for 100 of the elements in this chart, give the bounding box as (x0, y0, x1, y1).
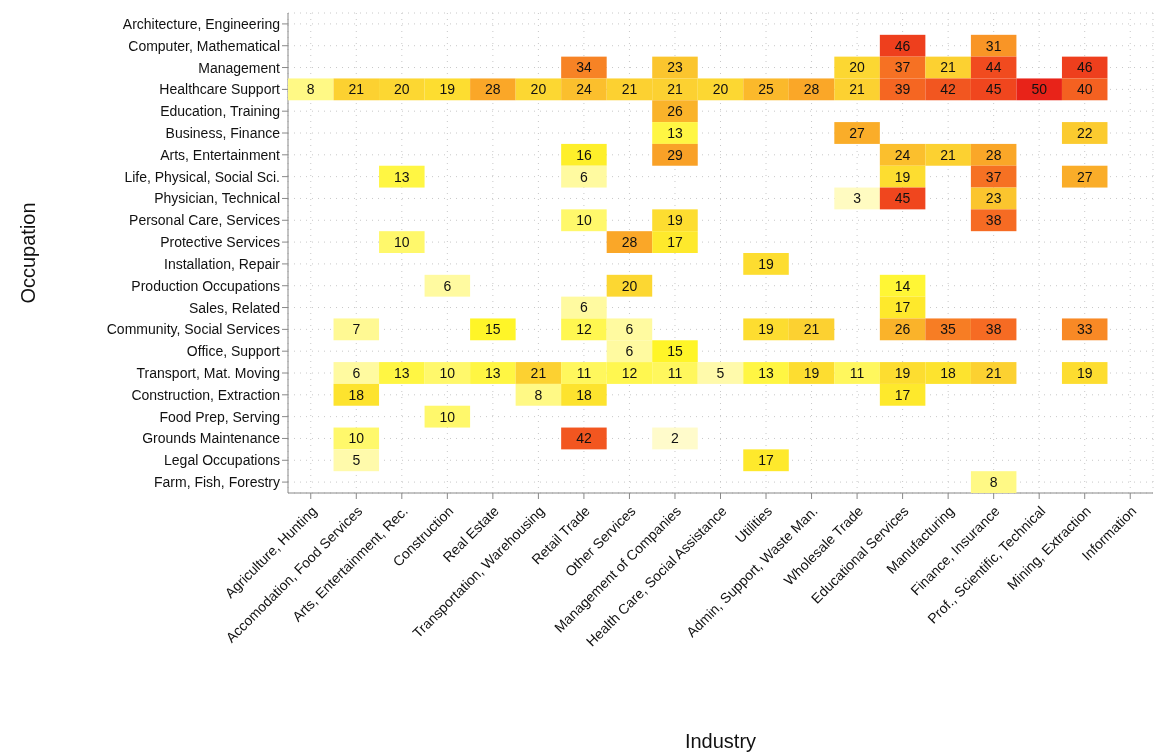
data-label: 21 (849, 81, 866, 98)
x-axis-title: Industry (684, 730, 757, 752)
y-tick-label: Architecture, Engineering (122, 15, 280, 32)
data-label: 24 (894, 146, 911, 163)
data-label: 6 (443, 277, 452, 294)
data-label: 42 (576, 430, 592, 447)
data-label: 15 (485, 321, 501, 338)
data-label: 27 (849, 124, 866, 141)
data-label: 20 (621, 277, 638, 294)
y-tick-label: Business, Finance (165, 124, 281, 141)
data-label: 19 (894, 364, 911, 381)
data-label: 35 (940, 321, 957, 338)
data-label: 10 (439, 408, 456, 425)
y-tick-label: Arts, Entertainment (160, 146, 281, 163)
y-tick-label: Food Prep, Serving (159, 408, 280, 425)
data-label: 8 (534, 386, 543, 403)
data-label: 45 (985, 81, 1002, 98)
data-label: 20 (394, 81, 410, 98)
y-tick-label: Production Occupations (131, 277, 280, 294)
data-label: 21 (348, 81, 365, 98)
data-label: 29 (667, 146, 683, 163)
y-tick-label: Installation, Repair (164, 255, 281, 272)
data-label: 2 (671, 430, 680, 447)
data-label: 20 (712, 81, 729, 98)
data-label: 33 (1076, 321, 1093, 338)
data-label: 37 (985, 168, 1002, 185)
y-axis-title: Occupation (17, 202, 40, 304)
data-label: 16 (576, 146, 592, 163)
data-label: 20 (849, 59, 866, 76)
y-tick-label: Sales, Related (188, 299, 280, 316)
y-tick-label: Office, Support (186, 343, 281, 360)
data-label: 42 (940, 81, 957, 98)
y-tick-label: Healthcare Support (159, 81, 281, 98)
data-label: 3 (853, 190, 862, 207)
data-label: 21 (621, 81, 638, 98)
data-label: 31 (985, 37, 1002, 54)
data-label: 38 (985, 321, 1002, 338)
data-label: 10 (576, 212, 592, 229)
data-label: 18 (940, 364, 957, 381)
data-label: 19 (758, 321, 775, 338)
data-label: 21 (803, 321, 820, 338)
data-label: 6 (625, 321, 634, 338)
data-label: 13 (394, 364, 410, 381)
data-label: 26 (667, 103, 683, 120)
data-label: 17 (667, 233, 683, 250)
data-label: 18 (348, 386, 365, 403)
data-label: 23 (985, 190, 1002, 207)
data-label: 19 (667, 212, 683, 229)
data-label: 11 (849, 364, 865, 381)
data-label: 21 (940, 59, 957, 76)
data-label: 46 (1076, 59, 1093, 76)
data-label: 21 (940, 146, 957, 163)
data-label: 34 (576, 59, 592, 76)
data-label: 44 (985, 59, 1002, 76)
data-label: 13 (394, 168, 410, 185)
y-tick-label: Education, Training (160, 103, 280, 120)
data-label: 50 (1031, 81, 1048, 98)
data-label: 10 (348, 430, 365, 447)
data-label: 8 (306, 81, 315, 98)
data-label: 17 (894, 299, 911, 316)
data-label: 21 (667, 81, 683, 98)
data-label: 13 (485, 364, 501, 381)
data-label: 27 (1076, 168, 1093, 185)
data-label: 19 (439, 81, 456, 98)
data-label: 19 (803, 364, 820, 381)
data-label: 10 (439, 364, 456, 381)
data-label: 21 (985, 364, 1002, 381)
data-label: 19 (1076, 364, 1093, 381)
y-tick-label: Physician, Technical (154, 190, 280, 207)
data-label: 26 (894, 321, 911, 338)
data-label: 40 (1076, 81, 1093, 98)
data-label: 17 (894, 386, 911, 403)
data-label: 11 (667, 364, 683, 381)
y-tick-label: Personal Care, Services (129, 212, 280, 229)
data-label: 10 (394, 233, 410, 250)
y-tick-label: Grounds Maintenance (142, 430, 281, 447)
y-tick-label: Computer, Mathematical (128, 37, 280, 54)
y-tick-label: Construction, Extraction (131, 386, 280, 403)
data-label: 8 (989, 473, 998, 490)
data-label: 13 (667, 124, 683, 141)
y-tick-label: Management (198, 59, 281, 76)
data-label: 12 (621, 364, 638, 381)
data-label: 17 (758, 452, 775, 469)
data-label: 12 (576, 321, 592, 338)
data-label: 18 (576, 386, 592, 403)
data-label: 39 (894, 81, 911, 98)
data-label: 6 (352, 364, 361, 381)
data-label: 46 (894, 37, 911, 54)
data-label: 37 (894, 59, 911, 76)
data-label: 28 (485, 81, 501, 98)
data-label: 21 (530, 364, 547, 381)
data-label: 25 (758, 81, 775, 98)
y-tick-label: Transport, Mat. Moving (136, 364, 280, 381)
y-tick-label: Legal Occupations (164, 452, 280, 469)
data-label: 20 (530, 81, 547, 98)
data-label: 7 (352, 321, 361, 338)
data-label: 15 (667, 343, 683, 360)
data-label: 5 (716, 364, 725, 381)
data-label: 19 (758, 255, 775, 272)
data-label: 45 (894, 190, 911, 207)
